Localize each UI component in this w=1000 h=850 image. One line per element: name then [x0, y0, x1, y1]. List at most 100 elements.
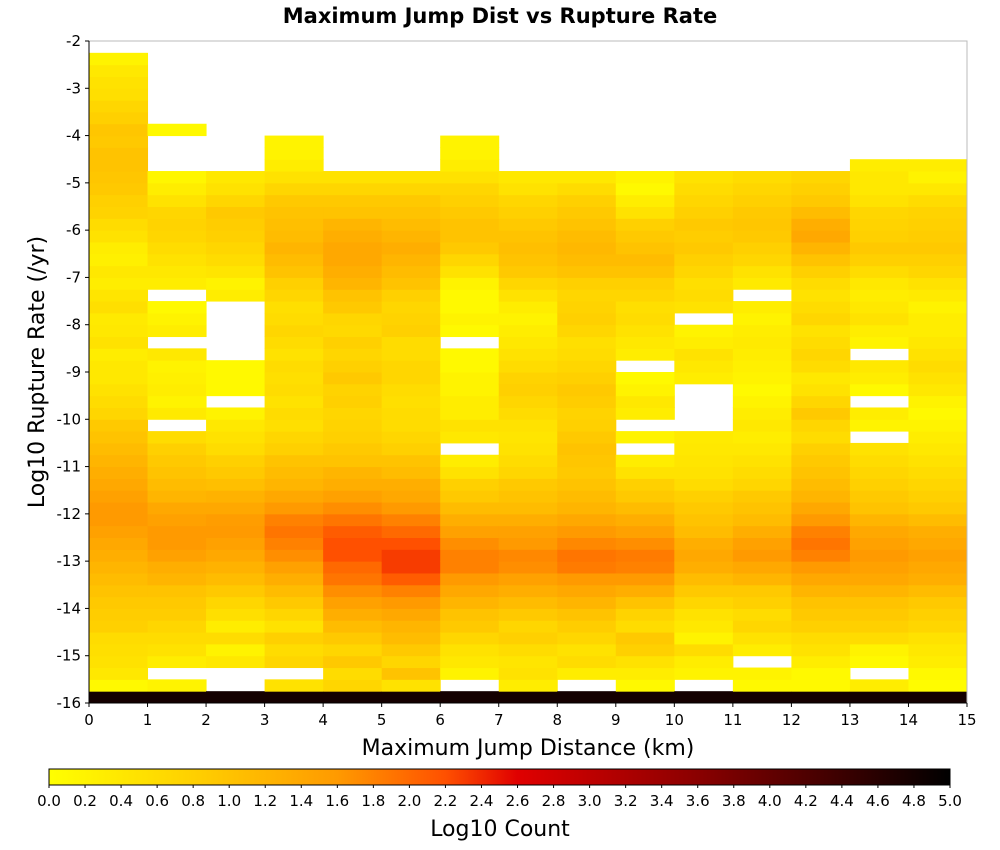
heatmap-cell	[557, 490, 617, 503]
heatmap-cell	[498, 442, 558, 456]
heatmap-cell	[264, 277, 324, 290]
heatmap-cell	[849, 490, 909, 503]
heatmap-cell	[206, 289, 266, 302]
heatmap-cell	[615, 632, 675, 645]
heatmap-cell	[557, 572, 617, 586]
heatmap-cell	[89, 643, 149, 657]
heatmap-cell	[381, 360, 441, 373]
heatmap-cell	[89, 478, 149, 491]
heatmap-cell	[791, 454, 851, 468]
heatmap-cell	[147, 608, 207, 621]
heatmap-cell	[440, 265, 500, 278]
heatmap-cell	[615, 561, 675, 574]
heatmap-cell	[206, 241, 266, 255]
heatmap-cell	[89, 572, 149, 586]
heatmap-cell	[381, 502, 441, 515]
heatmap-cell	[498, 561, 558, 574]
heatmap-cell	[615, 466, 675, 479]
heatmap-cell	[147, 679, 207, 692]
heatmap-cell	[732, 513, 792, 527]
heatmap-cell	[498, 253, 558, 267]
heatmap-cell	[732, 372, 792, 385]
heatmap-cell	[791, 679, 851, 692]
heatmap-cell	[557, 655, 617, 669]
heatmap-cell	[849, 301, 909, 314]
heatmap-cell	[323, 691, 383, 704]
heatmap-cell	[791, 502, 851, 515]
heatmap-cell	[381, 372, 441, 385]
heatmap-cell	[615, 513, 675, 527]
heatmap-cell	[557, 372, 617, 385]
heatmap-cell	[557, 348, 617, 361]
heatmap-cell	[147, 478, 207, 491]
heatmap-cell	[89, 596, 149, 609]
heatmap-cell	[89, 502, 149, 515]
heatmap-cell	[615, 584, 675, 598]
heatmap-cell	[89, 584, 149, 598]
heatmap-cell	[615, 182, 675, 196]
heatmap-cell	[498, 194, 558, 207]
heatmap-cell	[498, 372, 558, 385]
heatmap-cell	[498, 289, 558, 302]
heatmap-cell	[89, 324, 149, 338]
heatmap-cell	[498, 301, 558, 314]
x-tick-label: 10	[665, 711, 684, 729]
heatmap-cell	[498, 655, 558, 669]
heatmap-cell	[849, 525, 909, 538]
heatmap-cell	[323, 431, 383, 444]
chart-title: Maximum Jump Dist vs Rupture Rate	[283, 4, 717, 28]
heatmap-cell	[89, 442, 149, 456]
heatmap-cell	[147, 312, 207, 326]
heatmap-cell	[147, 360, 207, 373]
heatmap-cell	[557, 241, 617, 255]
heatmap-cell	[791, 407, 851, 420]
heatmap-cell	[615, 253, 675, 267]
heatmap-cell	[849, 171, 909, 184]
heatmap-cell	[732, 336, 792, 349]
colorbar-tick-label: 3.0	[578, 792, 602, 810]
heatmap-cell	[206, 632, 266, 645]
heatmap-cell	[557, 265, 617, 278]
heatmap-cell	[498, 383, 558, 397]
heatmap-cell	[732, 230, 792, 243]
heatmap-cell	[147, 691, 207, 704]
heatmap-cell	[615, 301, 675, 314]
heatmap-cell	[732, 596, 792, 609]
heatmap-cell	[147, 277, 207, 290]
heatmap-cell	[615, 171, 675, 184]
heatmap-cell	[440, 230, 500, 243]
heatmap-cell	[732, 419, 792, 432]
heatmap-cell	[323, 466, 383, 479]
heatmap-cell	[206, 608, 266, 621]
heatmap-cell	[674, 348, 734, 361]
heatmap-cell	[440, 395, 500, 408]
heatmap-cell	[323, 537, 383, 550]
heatmap-cell	[323, 419, 383, 432]
x-tick-label: 13	[840, 711, 859, 729]
heatmap-cell	[264, 182, 324, 196]
heatmap-cell	[206, 525, 266, 538]
heatmap-cell	[381, 336, 441, 349]
heatmap-cell	[89, 691, 149, 704]
heatmap-cell	[381, 490, 441, 503]
heatmap-cell	[440, 643, 500, 657]
heatmap-cell	[674, 502, 734, 515]
heatmap-cell	[440, 241, 500, 255]
heatmap-cell	[206, 655, 266, 669]
heatmap-cell	[440, 147, 500, 160]
heatmap-cell	[849, 608, 909, 621]
heatmap-cell	[849, 632, 909, 645]
heatmap-cell	[381, 182, 441, 196]
heatmap-cell	[440, 561, 500, 574]
heatmap-cell	[557, 466, 617, 479]
heatmap-cell	[206, 561, 266, 574]
heatmap-cell	[381, 348, 441, 361]
heatmap-cell	[498, 407, 558, 420]
colorbar-tick-label: 3.2	[614, 792, 638, 810]
heatmap-cell	[908, 454, 968, 468]
heatmap-cell	[849, 324, 909, 338]
heatmap-cell	[791, 324, 851, 338]
colorbar-tick-label: 2.0	[397, 792, 421, 810]
heatmap-cell	[732, 608, 792, 621]
